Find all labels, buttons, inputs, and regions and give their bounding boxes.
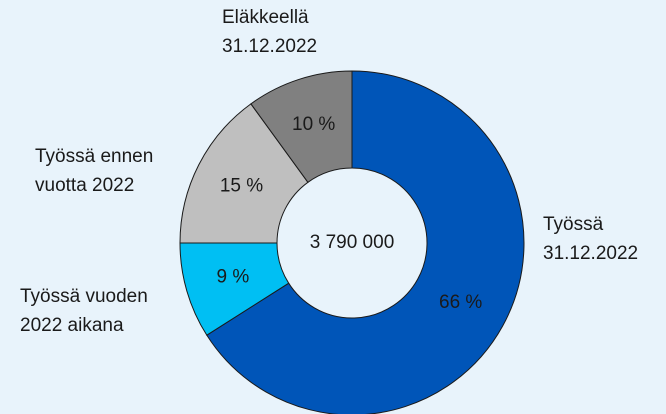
category-label: vuotta 2022: [35, 175, 134, 196]
category-label: 2022 aikana: [20, 315, 124, 336]
donut-slice: [250, 70, 353, 184]
donut-slice: [206, 70, 525, 414]
category-label: Työssä ennen: [35, 146, 153, 167]
center-label: 3 790 000: [310, 232, 395, 253]
value-label: 9 %: [217, 267, 250, 288]
category-label: 31.12.2022: [543, 243, 638, 264]
value-label: 10 %: [292, 114, 335, 135]
category-label: Eläkkeellä: [222, 7, 309, 28]
category-label: Työssä vuoden: [20, 286, 148, 307]
value-label: 15 %: [220, 176, 263, 197]
category-label: Työssä: [543, 214, 604, 235]
category-label: 31.12.2022: [222, 36, 317, 57]
value-label: 66 %: [439, 292, 482, 313]
